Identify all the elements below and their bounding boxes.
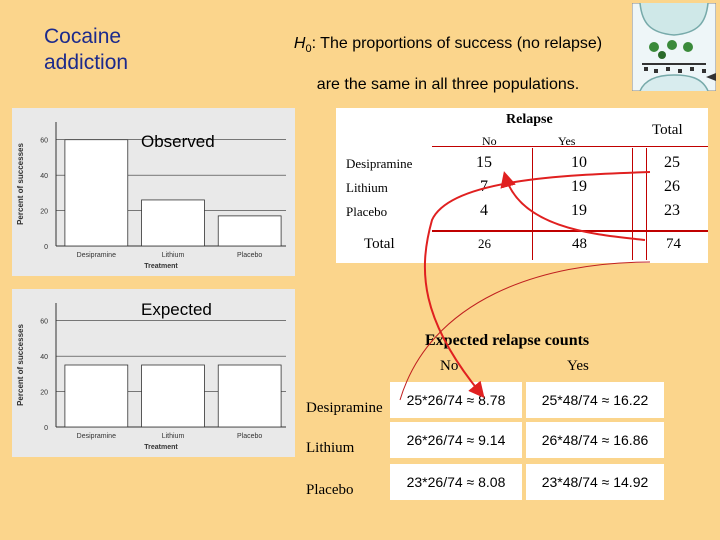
observed-row-label: Desipramine	[346, 156, 413, 171]
expected-cell: 25*48/74 ≈ 16.22	[526, 382, 664, 418]
observed-cell: 4	[480, 202, 488, 219]
observed-cell: 26	[478, 236, 491, 251]
y-tick-label: 40	[40, 173, 48, 180]
expected-cell: 26*26/74 ≈ 9.14	[390, 422, 522, 458]
hypothesis-line-2: are the same in all three populations.	[316, 76, 580, 94]
x-tick-label: Lithium	[162, 433, 185, 440]
observed-label: Observed	[141, 132, 215, 151]
y-tick-label: 0	[44, 244, 48, 251]
x-tick-label: Desipramine	[77, 433, 116, 440]
table-rule	[432, 146, 708, 147]
observed-cell: 25	[664, 154, 680, 171]
table-rule	[646, 148, 647, 260]
hypothesis-subscript: 0	[305, 43, 312, 56]
bar	[64, 364, 129, 428]
hypothesis-symbol: H	[293, 35, 306, 52]
observed-cell: 19	[571, 202, 587, 219]
observed-cell: 48	[572, 236, 587, 252]
observed-row-label: Lithium	[346, 180, 388, 195]
column-total-arrow	[500, 171, 646, 241]
expected-cell: 26*48/74 ≈ 16.86	[526, 422, 664, 458]
y-axis-label: Percent of successes	[16, 324, 25, 406]
x-tick-label: Placebo	[237, 433, 262, 440]
y-tick-label: 20	[40, 390, 48, 397]
observed-table-title: Relapse	[506, 112, 553, 127]
expected-col-yes: Yes	[567, 358, 589, 374]
observed-total-header: Total	[652, 122, 683, 138]
row-total-arrow	[423, 171, 651, 399]
expected-row-label: Desipramine	[306, 400, 383, 416]
bar	[64, 139, 129, 247]
hypothesis: H0: The proportions of success (no relap…	[258, 26, 638, 103]
expected-cell: 23*48/74 ≈ 14.92	[526, 464, 664, 500]
observed-row-label: Placebo	[346, 204, 388, 219]
x-tick-label: Placebo	[237, 252, 262, 259]
expected-bar-chart: 0 20 40 60 Percent of successes Desipramine Li…	[12, 289, 295, 457]
observed-cell: 19	[571, 178, 587, 195]
observed-cell: 15	[476, 154, 492, 171]
y-tick-label: 20	[40, 209, 48, 216]
table-rule	[432, 230, 708, 232]
table-rule	[632, 148, 633, 260]
observed-cell: 23	[664, 202, 680, 219]
slide-title: Cocaine addiction	[44, 25, 129, 74]
expected-row-label: Lithium	[306, 440, 355, 456]
hypothesis-line-1: H0: The proportions of success (no relap…	[258, 26, 638, 67]
observed-cell: 74	[666, 236, 681, 252]
bar	[141, 364, 205, 428]
observed-total-label: Total	[364, 236, 395, 252]
y-tick-label: 60	[40, 138, 48, 145]
x-axis-label: Treatment	[144, 263, 178, 270]
y-tick-label: 0	[44, 425, 48, 432]
bar	[217, 215, 282, 247]
observed-bar-chart: 0 20 40 60 Percent of successes Desipramine Li…	[12, 108, 295, 276]
x-tick-label: Lithium	[162, 252, 185, 259]
y-tick-label: 40	[40, 354, 48, 361]
bar	[217, 364, 282, 428]
observed-cell: 10	[571, 154, 587, 171]
synapse-illustration-icon	[632, 3, 716, 91]
x-axis-label: Treatment	[144, 444, 178, 451]
expected-table-title: Expected relapse counts	[425, 332, 590, 349]
x-tick-label: Desipramine	[77, 252, 116, 259]
observed-col-yes: Yes	[558, 134, 576, 148]
bar	[141, 199, 205, 247]
expected-cell: 23*26/74 ≈ 8.08	[390, 464, 522, 500]
grand-total-arrow	[399, 261, 651, 401]
table-rule	[532, 148, 533, 260]
observed-table: Relapse Total No Yes Desipramine 15 10 2…	[336, 108, 708, 263]
expected-label: Expected	[141, 300, 212, 319]
y-tick-label: 60	[40, 319, 48, 326]
observed-cell: 7	[480, 178, 488, 195]
expected-col-no: No	[440, 358, 459, 374]
hypothesis-line-1-text: : The proportions of success (no relapse…	[311, 35, 603, 52]
y-axis-label: Percent of successes	[16, 143, 25, 225]
observed-col-no: No	[482, 134, 497, 148]
observed-cell: 26	[664, 178, 680, 195]
expected-row-label: Placebo	[306, 482, 354, 498]
